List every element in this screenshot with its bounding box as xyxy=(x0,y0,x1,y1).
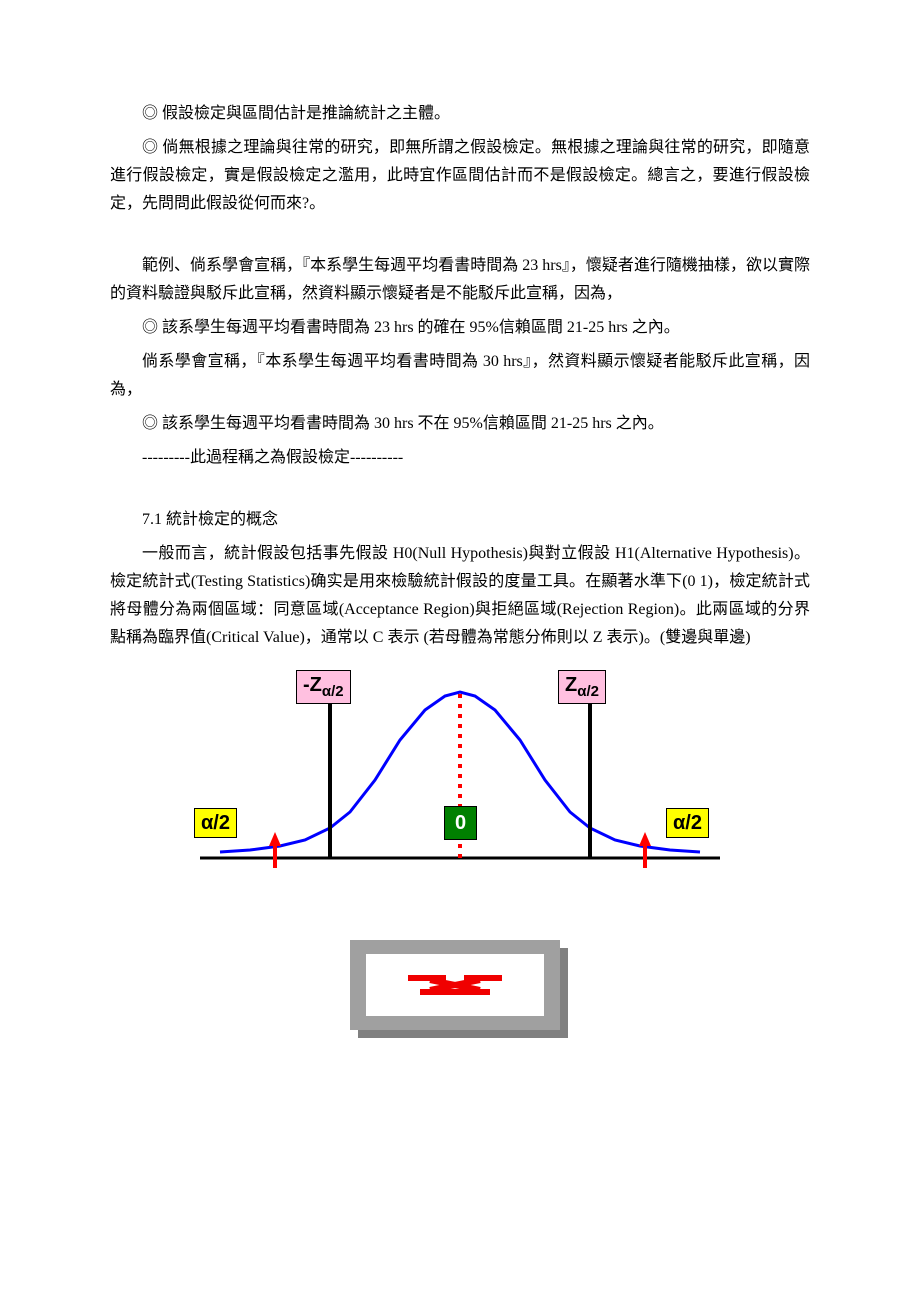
paragraph-process-name: ---------此過程稱之為假設檢定---------- xyxy=(110,444,810,472)
paragraph-ci-2: ◎ 該系學生每週平均看書時間為 30 hrs 不在 95%信賴區間 21-25 … xyxy=(110,410,810,438)
alpha-left-label: α/2 xyxy=(194,808,237,838)
alpha-right-label: α/2 xyxy=(666,808,709,838)
left-tail-arrow-head xyxy=(269,832,281,846)
paragraph-concept: 一般而言，統計假設包括事先假設 H0(Null Hypothesis)與對立假設… xyxy=(110,540,810,652)
document-page: ◎ 假設檢定與區間估計是推論統計之主體。 ◎ 倘無根據之理論與往常的研究，即無所… xyxy=(0,0,920,1100)
normal-distribution-diagram: α/2 α/2 -Zα/2 Zα/2 0 xyxy=(200,670,720,890)
section-heading: 7.1 統計檢定的概念 xyxy=(110,506,810,534)
pos-z-label: Zα/2 xyxy=(558,670,606,704)
paragraph-intro-1: ◎ 假設檢定與區間估計是推論統計之主體。 xyxy=(110,100,810,128)
diagram-svg xyxy=(200,670,720,890)
right-tail-arrow-head xyxy=(639,832,651,846)
center-zero-label: 0 xyxy=(444,806,477,840)
paragraph-example: 範例、倘系學會宣稱，『本系學生每週平均看書時間為 23 hrs』，懷疑者進行隨機… xyxy=(110,252,810,308)
neg-z-label: -Zα/2 xyxy=(296,670,351,704)
lower-embedded-figure xyxy=(350,940,570,1040)
paragraph-claim-30: 倘系學會宣稱，『本系學生每週平均看書時間為 30 hrs』，然資料顯示懷疑者能駁… xyxy=(110,348,810,404)
paragraph-intro-2: ◎ 倘無根據之理論與往常的研究，即無所謂之假設檢定。無根據之理論與往常的研究，即… xyxy=(110,134,810,218)
lower-figure-svg xyxy=(350,940,570,1040)
paragraph-ci-1: ◎ 該系學生每週平均看書時間為 23 hrs 的確在 95%信賴區間 21-25… xyxy=(110,314,810,342)
